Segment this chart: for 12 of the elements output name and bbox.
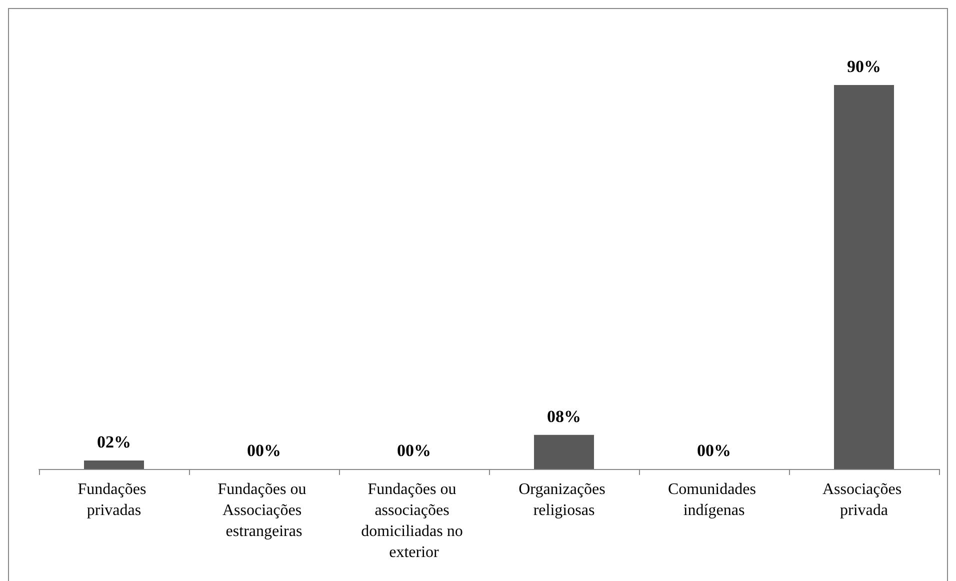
x-tick-label: Comunidades indígenas xyxy=(668,481,760,519)
data-label: 00% xyxy=(397,441,431,460)
x-tick-label: Fundações privadas xyxy=(78,481,150,519)
data-label: 00% xyxy=(697,441,731,460)
data-label: 90% xyxy=(847,57,881,76)
x-tick-label: Associações privada xyxy=(822,481,906,519)
x-tick-label: Organizações religiosas xyxy=(518,481,610,519)
data-label: 00% xyxy=(247,441,281,460)
data-label: 02% xyxy=(97,432,131,452)
data-label: 08% xyxy=(547,406,581,426)
x-tick-label: Fundações ou associações domiciliadas no exterior xyxy=(361,481,467,561)
x-tick-label: Fundações ou Associações estrangeiras xyxy=(218,481,310,540)
